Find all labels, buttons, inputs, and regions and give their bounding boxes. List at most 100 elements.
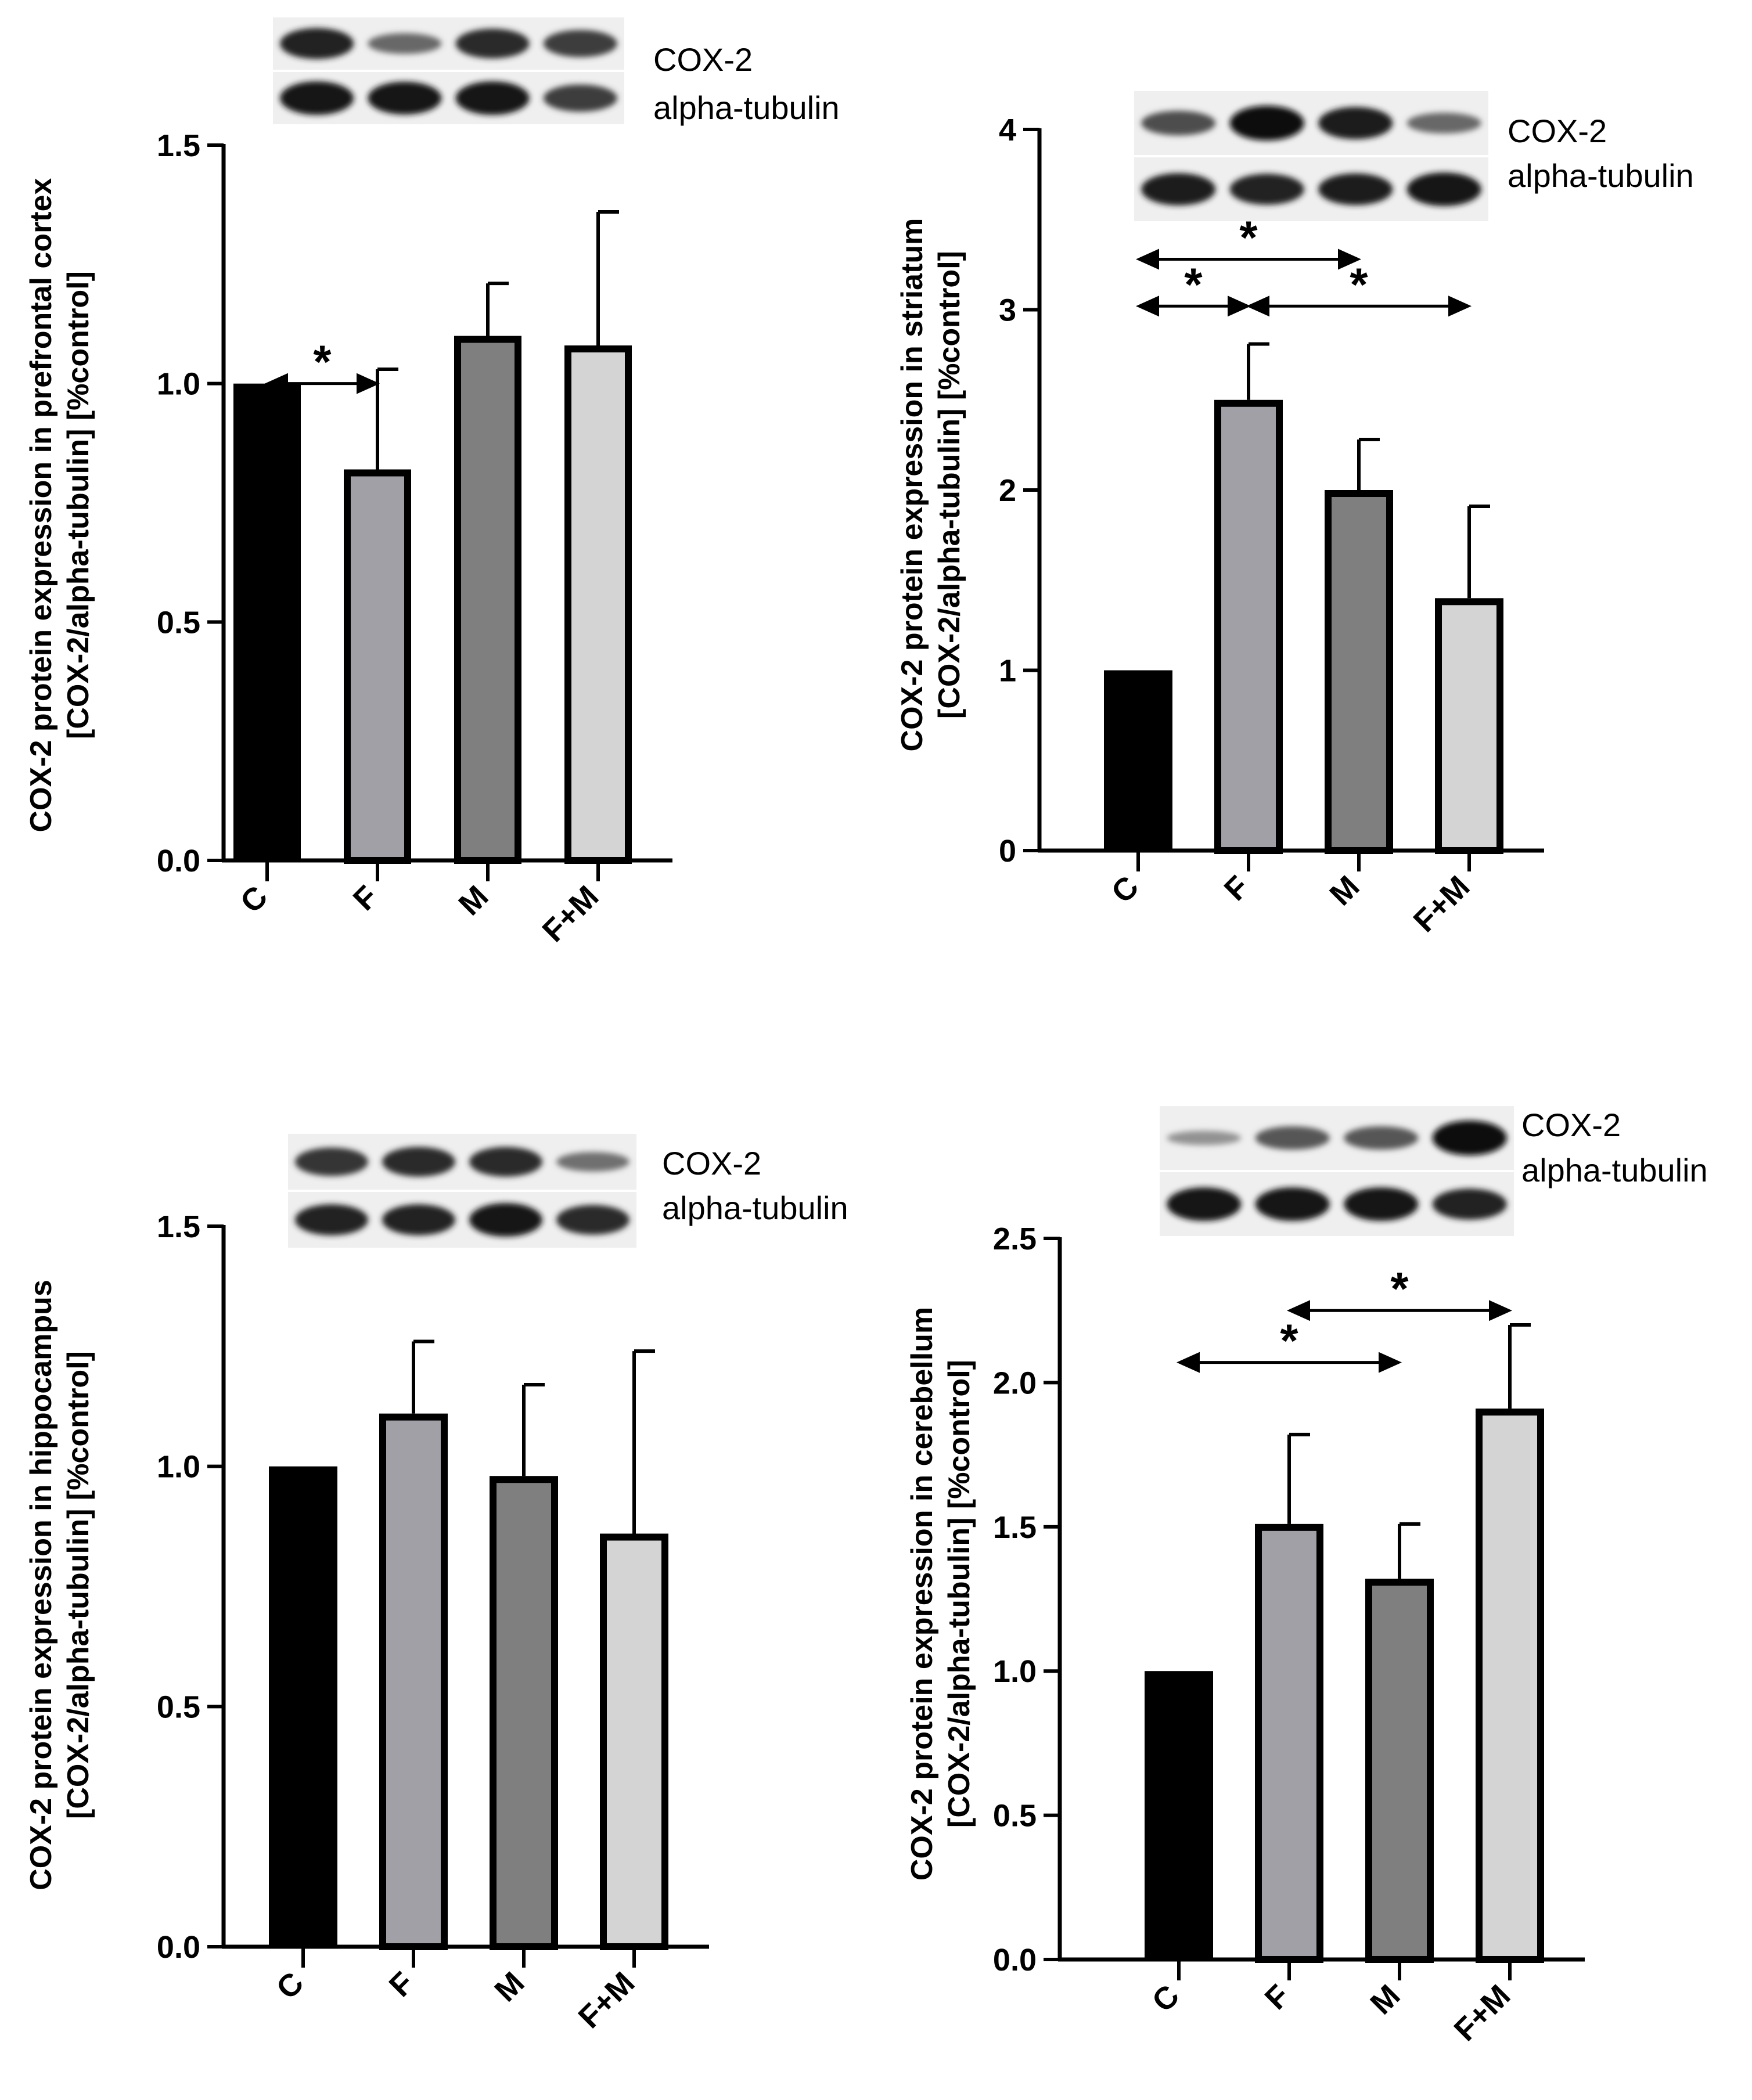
y-tick-label: 1.5 xyxy=(157,128,200,163)
y-tick-label: 1.0 xyxy=(993,1654,1037,1689)
arrowhead-right xyxy=(1448,296,1472,317)
bar-f xyxy=(1255,1523,1323,1964)
blot-band xyxy=(1344,1187,1419,1221)
blot-band xyxy=(455,28,530,59)
blot-label-tubulin: alpha-tubulin xyxy=(1521,1152,1708,1188)
bar-c xyxy=(1145,1671,1213,1959)
y-tick-label: 4 xyxy=(999,113,1016,147)
significance-star: * xyxy=(1184,258,1203,310)
arrowhead-left xyxy=(265,373,288,394)
bar-f xyxy=(1214,399,1283,854)
bar-fplusm xyxy=(1476,1409,1544,1964)
y-axis-label-line: COX-2 protein expression in hippocampus xyxy=(24,1280,58,1890)
blot-band xyxy=(469,1147,542,1177)
blot-band xyxy=(1255,1187,1330,1221)
y-tick-label: 0.5 xyxy=(157,605,200,640)
y-axis-label-line: [COX-2/alpha-tubulin] [%control] xyxy=(62,1351,95,1819)
significance-star: * xyxy=(1280,1315,1298,1367)
bar-f xyxy=(379,1413,448,1950)
blot-label-tubulin: alpha-tubulin xyxy=(653,89,840,126)
y-axis-label: COX-2 protein expression in cerebellum [C… xyxy=(905,1307,976,1881)
y-tick-label: 1.5 xyxy=(157,1209,200,1244)
y-tick-label: 0.0 xyxy=(993,1943,1037,1977)
blot-band xyxy=(382,1147,455,1177)
chart-prefrontal-cortex: COX-2 alpha-tubulin 0.0 0.5 1.0 1.5 C F M F+M * COX… xyxy=(24,17,840,949)
x-tick-label: F xyxy=(383,1965,421,2004)
y-tick-label: 2.5 xyxy=(993,1222,1037,1256)
y-tick-label: 0 xyxy=(999,834,1016,869)
arrowhead-left xyxy=(1136,248,1159,270)
blot-band xyxy=(1318,107,1393,139)
y-tick-label: 1.5 xyxy=(993,1510,1037,1545)
x-tick-label: F xyxy=(347,879,385,917)
blot-label-tubulin: alpha-tubulin xyxy=(1508,157,1694,194)
y-tick-label: 0.5 xyxy=(993,1799,1037,1834)
arrowhead-left xyxy=(1177,1352,1200,1373)
blot-band xyxy=(368,33,442,54)
y-tick-label: 0.5 xyxy=(157,1690,200,1724)
bar-c xyxy=(269,1466,337,1947)
blot-band xyxy=(455,81,530,115)
arrowhead-left xyxy=(1136,296,1159,317)
y-tick-label: 0.0 xyxy=(157,844,200,878)
blot-band xyxy=(295,1204,368,1235)
blot-label-cox2: COX-2 xyxy=(662,1145,761,1182)
y-axis-label: COX-2 protein expression in hippocampus[… xyxy=(24,1280,95,1890)
y-tick-label: 2 xyxy=(999,473,1016,508)
blot-band xyxy=(1406,172,1481,206)
x-tick-label: F xyxy=(1218,869,1256,907)
blot-band xyxy=(1229,106,1304,141)
y-tick-label: 1.0 xyxy=(157,1450,200,1485)
x-tick-label: F xyxy=(1258,1978,1297,2016)
bar-fplusm xyxy=(564,345,632,864)
x-tick-label: F+M xyxy=(572,1965,642,2035)
bar-c xyxy=(233,383,301,860)
y-axis-label-line: COX-2 protein expression in cerebellum xyxy=(905,1307,939,1881)
arrowhead-right xyxy=(1379,1352,1402,1373)
bar-m xyxy=(454,336,521,864)
blot-band xyxy=(1167,1130,1242,1146)
significance-star: * xyxy=(1390,1263,1409,1314)
y-axis-label-line: COX-2 protein expression in striatum xyxy=(895,218,929,752)
arrowhead-left xyxy=(1287,1300,1310,1321)
bar-f xyxy=(344,469,411,864)
x-tick-label: F+M xyxy=(1407,869,1477,939)
y-axis-label-line: [COX-2/alpha-tubulin] [%control] xyxy=(62,271,95,739)
blot-band xyxy=(1141,173,1216,206)
arrowhead-right xyxy=(1338,248,1361,270)
significance-star: * xyxy=(1239,212,1258,264)
blot-band xyxy=(280,81,354,115)
x-tick-label: F+M xyxy=(536,879,606,949)
blot-band xyxy=(543,84,617,112)
y-axis-label: COX-2 protein expression in striatum [COX… xyxy=(895,218,966,752)
blot-label-cox2: COX-2 xyxy=(1508,113,1607,149)
arrowhead-left xyxy=(1246,296,1269,317)
x-tick-label: C xyxy=(1145,1978,1186,2019)
blot-band xyxy=(1255,1126,1330,1150)
x-tick-label: M xyxy=(1364,1978,1406,2021)
chart-hippocampus: COX-2 alpha-tubulin 0.0 0.5 1.0 1.5 C F M F+M COX-… xyxy=(24,1134,848,2035)
y-tick-label: 1 xyxy=(999,654,1016,689)
y-tick-label: 3 xyxy=(999,293,1016,328)
y-axis-label-line: [COX-2/alpha-tubulin] [%control] xyxy=(942,1360,976,1828)
blot-band xyxy=(1432,1188,1507,1220)
bar-fplusm xyxy=(1435,598,1503,855)
arrowhead-right xyxy=(1228,296,1251,317)
arrowhead-right xyxy=(357,373,380,394)
blot-band xyxy=(280,28,354,59)
blot-band xyxy=(1229,174,1304,205)
y-tick-label: 1.0 xyxy=(157,367,200,402)
chart-cerebellum: COX-2 alpha-tubulin 0.0 0.5 1.0 1.5 2.0 2.5 C F M F… xyxy=(905,1106,1708,2048)
significance-star: * xyxy=(313,336,332,388)
x-tick-label: M xyxy=(1323,869,1366,912)
blot-label-cox2: COX-2 xyxy=(653,41,753,78)
bar-m xyxy=(1365,1579,1434,1964)
blot-band xyxy=(543,30,617,57)
x-tick-label: C xyxy=(269,1965,310,2006)
blot-band xyxy=(1432,1121,1507,1155)
bar-m xyxy=(490,1476,558,1951)
x-tick-label: C xyxy=(233,879,274,920)
y-axis-label: COX-2 protein expression in prefrontal c… xyxy=(24,178,95,832)
blot-band xyxy=(556,1152,629,1172)
